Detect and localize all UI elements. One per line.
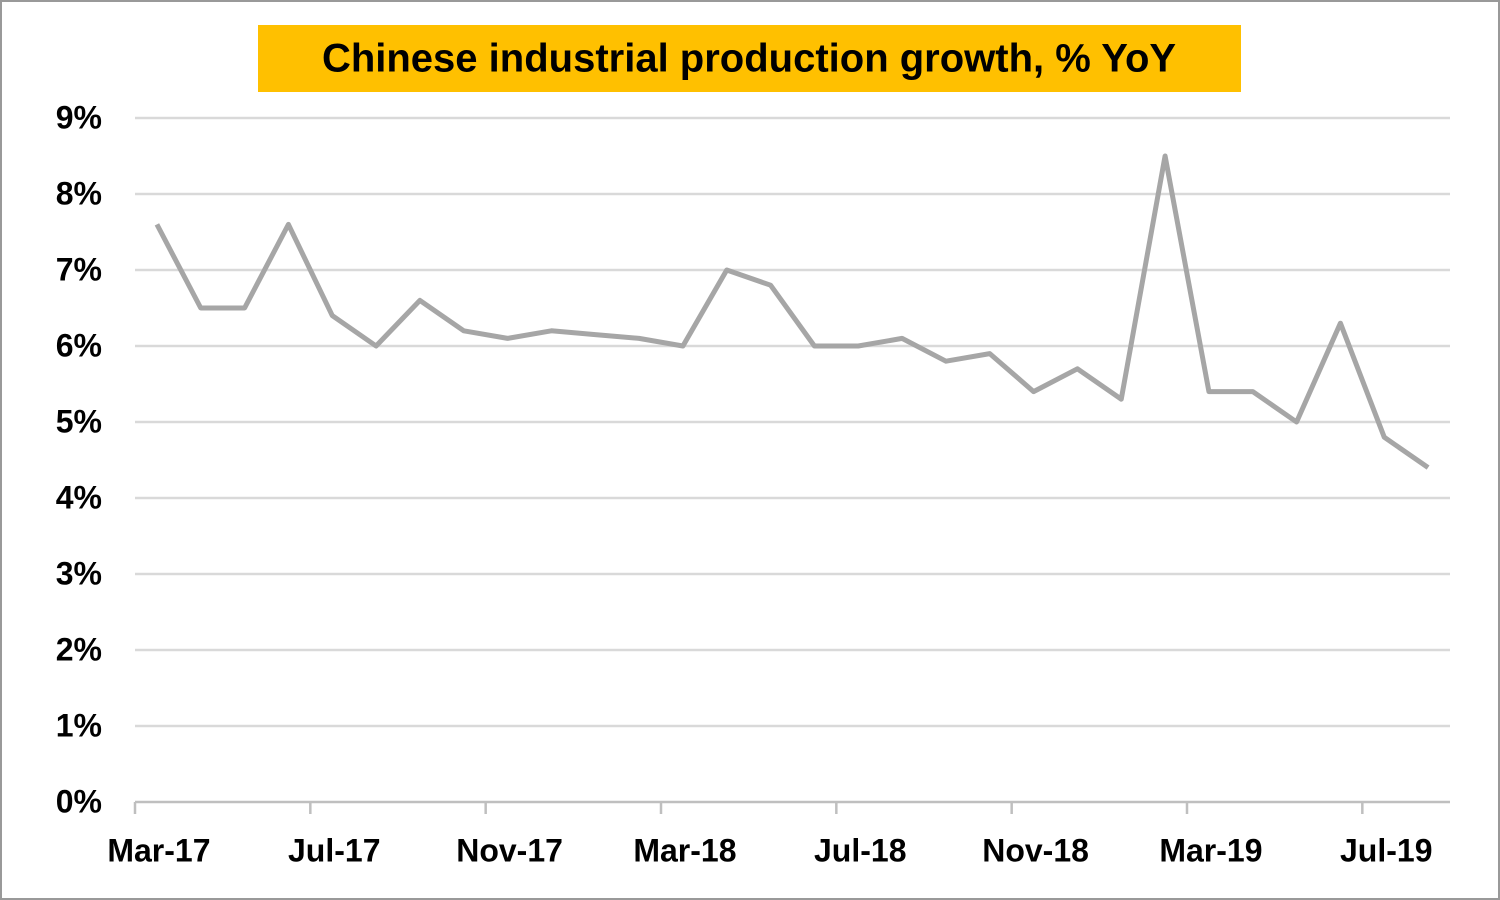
y-tick-label: 3% — [56, 555, 102, 591]
y-tick-label: 8% — [56, 175, 102, 211]
x-tick-label: Nov-18 — [982, 832, 1089, 868]
y-tick-label: 7% — [56, 251, 102, 287]
y-tick-label: 4% — [56, 479, 102, 515]
chart-title: Chinese industrial production growth, % … — [322, 37, 1176, 81]
x-tick-label: Jul-17 — [288, 832, 380, 868]
y-tick-label: 6% — [56, 327, 102, 363]
y-tick-label: 0% — [56, 783, 102, 819]
x-tick-label: Nov-17 — [456, 832, 563, 868]
x-tick-label: Jul-18 — [814, 832, 906, 868]
y-tick-label: 5% — [56, 403, 102, 439]
data-line — [154, 153, 1430, 470]
y-tick-label: 9% — [56, 99, 102, 135]
x-tick-label: Jul-19 — [1340, 832, 1432, 868]
x-tick-label: Mar-18 — [633, 832, 736, 868]
title-background — [258, 25, 1241, 92]
x-tick-label: Mar-17 — [107, 832, 210, 868]
x-tick-label: Mar-19 — [1159, 832, 1262, 868]
y-tick-label: 2% — [56, 631, 102, 667]
y-tick-label: 1% — [56, 707, 102, 743]
